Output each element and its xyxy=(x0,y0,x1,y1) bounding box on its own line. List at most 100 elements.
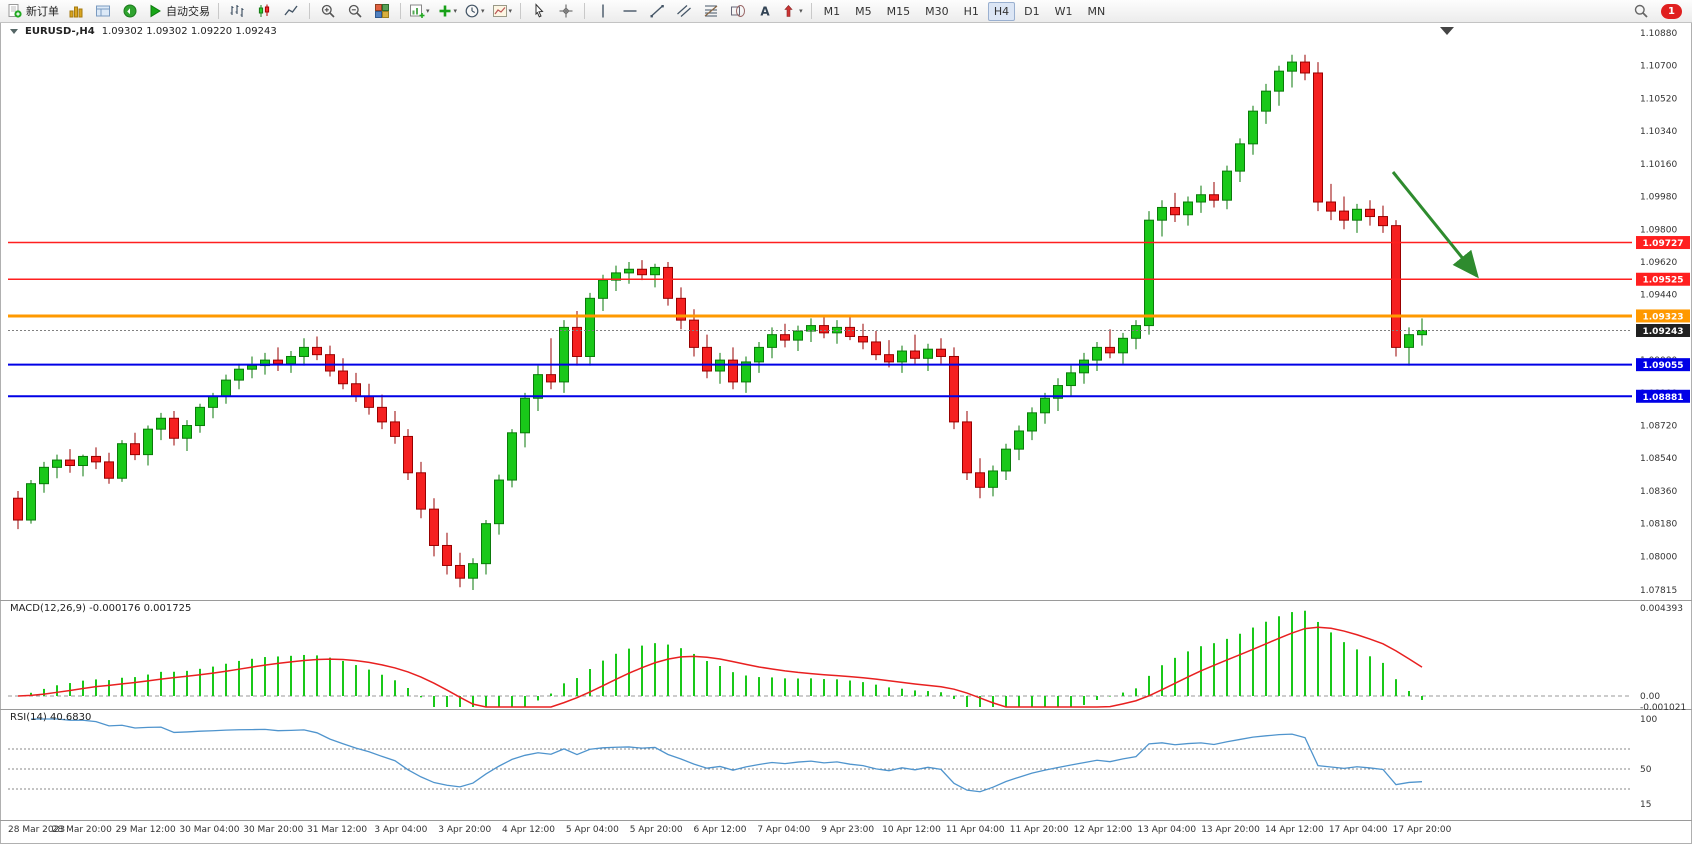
rsi-line xyxy=(31,718,1423,793)
bar-chart-icon[interactable] xyxy=(224,0,250,22)
text-icon[interactable]: A xyxy=(752,0,778,22)
zoom-in-icon xyxy=(321,4,335,18)
svg-text:A: A xyxy=(760,5,770,19)
arrows-icon xyxy=(784,5,793,17)
chart-window-icon[interactable] xyxy=(63,0,89,22)
trendline-icon[interactable] xyxy=(644,0,670,22)
dropdown-caret-icon: ▾ xyxy=(799,7,803,15)
svg-text:1.09440: 1.09440 xyxy=(1640,291,1677,301)
macd-indicator-label: MACD(12,26,9) -0.000176 0.001725 xyxy=(10,603,192,614)
chart-window-border xyxy=(0,22,1692,844)
dropdown-caret-icon: ▾ xyxy=(481,7,485,15)
price-tag-1.09525: 1.09525 xyxy=(1636,272,1690,286)
toolbar-separator xyxy=(309,3,310,19)
svg-text:17 Apr 04:00: 17 Apr 04:00 xyxy=(1329,825,1388,835)
svg-text:0.004393: 0.004393 xyxy=(1640,604,1683,614)
vline-icon xyxy=(602,4,604,18)
timeframe-M5[interactable]: M5 xyxy=(855,4,872,18)
tile-icon xyxy=(375,4,389,18)
fibonacci-icon[interactable] xyxy=(698,0,724,22)
svg-text:28 Mar 2023: 28 Mar 2023 xyxy=(8,825,65,835)
macd-axis: 0.004393 0.00-0.001021 xyxy=(1640,604,1686,713)
new-order-button-label: 新订单 xyxy=(26,5,59,18)
chart-gold-icon xyxy=(69,6,83,18)
macd-signal-line xyxy=(17,626,1423,708)
zoom-out-icon[interactable] xyxy=(342,0,368,22)
toolbar-right-group: 1 xyxy=(1628,0,1688,22)
svg-text:1.10700: 1.10700 xyxy=(1640,62,1677,72)
macd-histogram xyxy=(30,610,1423,707)
line-chart-icon[interactable] xyxy=(278,0,304,22)
zoom-out-icon xyxy=(348,4,362,18)
arrows-icon[interactable]: ▾ xyxy=(779,0,806,22)
new-chart-icon[interactable]: ▾ xyxy=(406,0,433,22)
one-click-trading-toggle-icon[interactable] xyxy=(10,29,18,34)
svg-text:1.10880: 1.10880 xyxy=(1640,29,1677,39)
data-window-icon xyxy=(123,4,137,18)
timeframe-W1[interactable]: W1 xyxy=(1054,4,1073,18)
search-icon xyxy=(1634,4,1648,18)
auto-trading-button[interactable]: 自动交易 xyxy=(144,0,213,22)
svg-text:1.09800: 1.09800 xyxy=(1640,225,1677,235)
zoom-in-icon[interactable] xyxy=(315,0,341,22)
symbol-timeframe-label: EURUSD-,H4 xyxy=(25,26,95,37)
svg-text:29 Mar 12:00: 29 Mar 12:00 xyxy=(116,825,176,835)
equidistant-channel-icon[interactable] xyxy=(671,0,697,22)
search-button[interactable] xyxy=(1628,0,1654,22)
svg-text:12 Apr 12:00: 12 Apr 12:00 xyxy=(1074,825,1133,835)
rsi-indicator-label: RSI(14) 40.6830 xyxy=(10,712,92,723)
svg-text:6 Apr 12:00: 6 Apr 12:00 xyxy=(694,825,747,835)
timeframe-M15[interactable]: M15 xyxy=(886,4,911,18)
candlestick-chart-icon[interactable] xyxy=(251,0,277,22)
profiles-icon[interactable] xyxy=(90,0,116,22)
cursor-icon[interactable] xyxy=(526,0,552,22)
trend-arrow-annotation[interactable] xyxy=(1391,171,1479,279)
chart-ohlc-header: EURUSD-,H4 1.09302 1.09302 1.09220 1.092… xyxy=(10,26,277,37)
timeframe-M30[interactable]: M30 xyxy=(925,4,949,18)
svg-text:13 Apr 20:00: 13 Apr 20:00 xyxy=(1201,825,1260,835)
dropdown-caret-icon: ▾ xyxy=(426,7,430,15)
svg-text:-0.001021: -0.001021 xyxy=(1640,703,1686,713)
data-window-icon[interactable] xyxy=(117,0,143,22)
bid-price-tag: 1.09243 xyxy=(1636,323,1690,337)
svg-text:11 Apr 04:00: 11 Apr 04:00 xyxy=(946,825,1005,835)
svg-text:7 Apr 04:00: 7 Apr 04:00 xyxy=(757,825,810,835)
notification-badge[interactable]: 1 xyxy=(1661,3,1682,19)
indicators-icon[interactable]: ▾ xyxy=(434,0,461,22)
svg-text:13 Apr 04:00: 13 Apr 04:00 xyxy=(1137,825,1196,835)
auto-trading-button-label: 自动交易 xyxy=(166,5,210,18)
svg-text:31 Mar 12:00: 31 Mar 12:00 xyxy=(307,825,367,835)
shapes-icon[interactable] xyxy=(725,0,751,22)
tile-windows-icon[interactable] xyxy=(369,0,395,22)
periods-icon[interactable]: ▾ xyxy=(461,0,488,22)
crosshair-icon xyxy=(559,4,573,18)
templates-icon[interactable]: ▾ xyxy=(489,0,516,22)
indicators-icon xyxy=(439,5,451,17)
svg-text:100: 100 xyxy=(1640,715,1657,725)
svg-text:1.08180: 1.08180 xyxy=(1640,520,1677,530)
text-icon: A xyxy=(760,5,770,19)
chart-shift-marker[interactable] xyxy=(1440,27,1454,35)
svg-text:1.09980: 1.09980 xyxy=(1640,193,1677,203)
vertical-line-icon[interactable] xyxy=(590,0,616,22)
bars-icon xyxy=(230,5,244,17)
crosshair-icon[interactable] xyxy=(553,0,579,22)
shapes-icon xyxy=(731,5,746,17)
timeframe-H1[interactable]: H1 xyxy=(963,4,979,18)
timeframe-M1[interactable]: M1 xyxy=(823,4,841,18)
horizontal-line-icon[interactable] xyxy=(617,0,643,22)
price-tag-1.09727: 1.09727 xyxy=(1636,236,1690,250)
dropdown-caret-icon: ▾ xyxy=(508,7,513,15)
timeframe-D1[interactable]: D1 xyxy=(1024,4,1040,18)
svg-text:1.10520: 1.10520 xyxy=(1640,94,1677,104)
svg-text:5 Apr 20:00: 5 Apr 20:00 xyxy=(630,825,683,835)
auto-trading-icon xyxy=(150,4,161,18)
cursor-icon xyxy=(535,3,544,18)
timeframe-MN[interactable]: MN xyxy=(1087,4,1106,18)
svg-text:17 Apr 20:00: 17 Apr 20:00 xyxy=(1393,825,1452,835)
timeframe-H4[interactable]: H4 xyxy=(987,1,1016,21)
svg-text:1.08000: 1.08000 xyxy=(1640,552,1677,562)
new-order-button[interactable]: 新订单 xyxy=(4,0,62,22)
